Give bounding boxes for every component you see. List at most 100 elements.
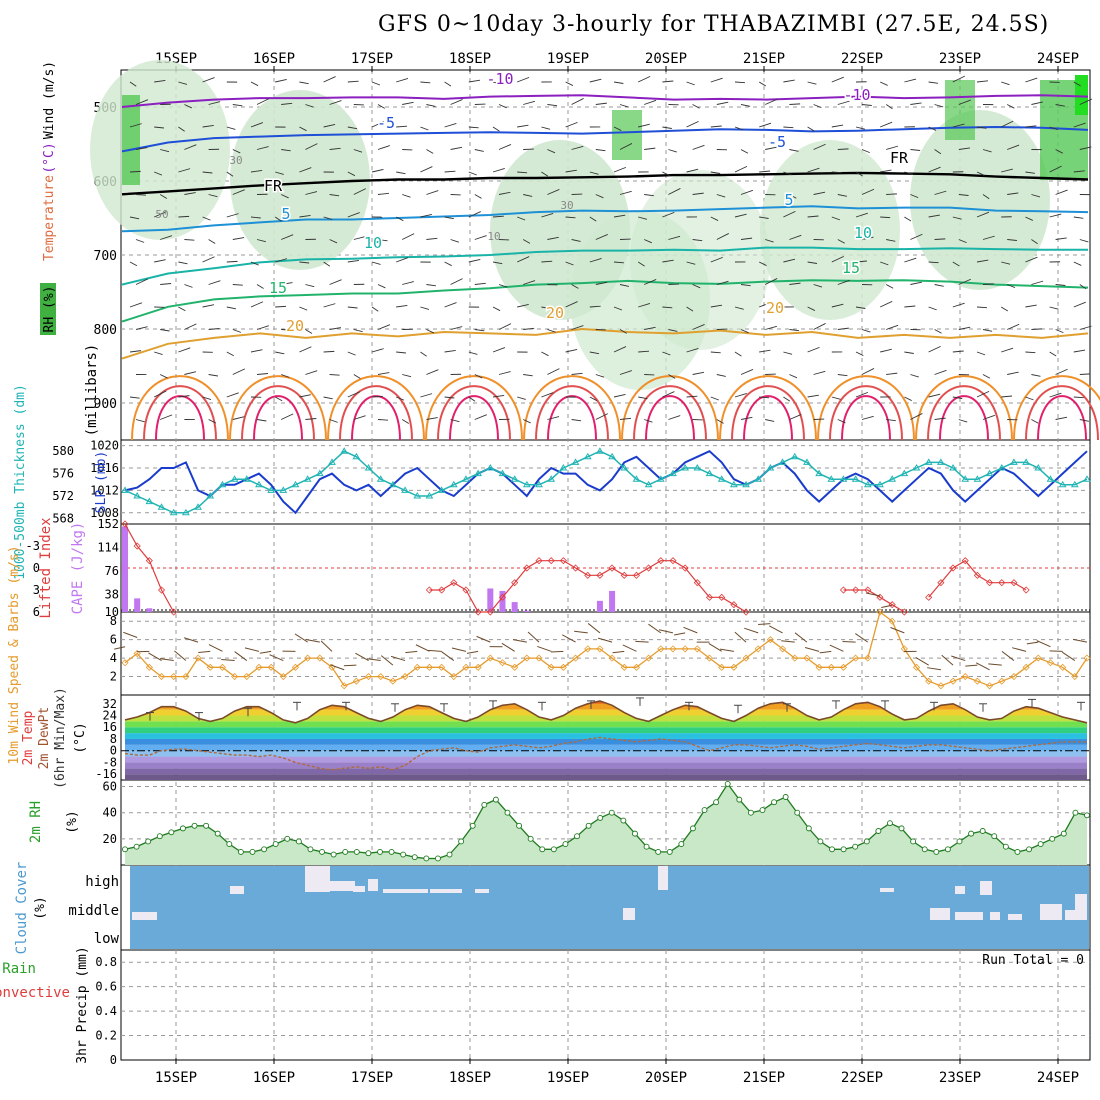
wind-barb: [129, 216, 140, 220]
wind-barb: [716, 280, 729, 285]
thickness-marker: [315, 469, 324, 477]
wind-barb: [323, 216, 333, 220]
wind-barb-10m: [890, 627, 905, 634]
wind-speed-marker: [145, 663, 153, 671]
rh-marker: [191, 822, 198, 829]
wind-barb: [377, 324, 391, 330]
wind-barb: [353, 374, 361, 379]
cloud-gap: [930, 908, 950, 920]
wind-barb: [716, 233, 730, 240]
thickness-marker: [973, 475, 982, 482]
wind-barb: [154, 79, 166, 83]
rh-marker: [608, 809, 615, 816]
wind-barb: [426, 190, 439, 195]
lifted-index-marker: [121, 520, 129, 528]
precip-total-label: Total / Rain: [0, 961, 36, 977]
wind-barb: [692, 371, 705, 375]
wind-barb: [910, 102, 922, 105]
wind-barb-10m: [658, 629, 674, 634]
wind-barb: [758, 81, 767, 87]
cloud-gap: [353, 886, 365, 892]
wind-barb-10m: [758, 623, 771, 626]
wind-barb-10m: [367, 658, 381, 662]
wind-speed-marker: [718, 663, 726, 671]
wind-barb: [517, 303, 529, 308]
wind-speed-marker: [632, 663, 641, 671]
wind-barb: [686, 395, 698, 398]
wind-barb: [783, 171, 792, 176]
wind-barb: [934, 417, 946, 420]
thickness-marker: [681, 464, 690, 471]
thickness-marker: [912, 464, 921, 471]
wind-barb: [952, 302, 965, 308]
wind-barb: [232, 149, 241, 154]
thickness-tick-label: 568: [52, 511, 74, 525]
wind-barb: [541, 260, 553, 263]
wind-speed-marker: [194, 654, 202, 662]
thickness-marker: [1058, 480, 1067, 488]
wind-barb: [783, 210, 796, 218]
thickness-marker: [559, 464, 568, 471]
wind-speed-marker: [133, 649, 141, 658]
wind-barb: [710, 77, 723, 83]
wind-barb: [855, 391, 869, 398]
surface-isotherm: [449, 395, 499, 441]
wind-barb: [256, 419, 267, 422]
wind-barb: [426, 417, 438, 420]
wind-barb: [402, 101, 414, 105]
cloud-units-label: (%): [33, 896, 48, 919]
cloud-gap: [955, 912, 983, 920]
contour-label-rh30b: 30: [560, 199, 573, 212]
wind-barb: [571, 145, 584, 150]
wind-barb: [668, 235, 681, 240]
surface-isotherm: [1013, 375, 1100, 441]
wind-barb: [232, 237, 245, 240]
wind-barb: [468, 351, 478, 355]
thickness-marker: [474, 469, 483, 477]
bottom-date-label: 24SEP: [1037, 1070, 1079, 1086]
rh-tick-label: 40: [103, 806, 117, 820]
wind-barb: [837, 327, 849, 330]
bottom-date-label: 15SEP: [155, 1070, 197, 1086]
lifted-index-marker: [450, 579, 458, 587]
isotherm-FR: [121, 171, 1089, 196]
wind-barb: [523, 419, 531, 424]
wind-barb: [129, 170, 141, 173]
wind-barb: [861, 329, 871, 333]
rh-marker: [910, 838, 917, 845]
wind-barb: [982, 374, 991, 379]
wind-barb: [1073, 396, 1084, 399]
wind-barb: [1025, 396, 1034, 401]
thickness-marker: [401, 486, 409, 493]
lifted-index-marker: [961, 557, 969, 565]
wind-barb: [402, 233, 415, 240]
wind-speed-marker: [961, 672, 969, 681]
wind-barb: [613, 126, 622, 131]
wind-barb: [861, 104, 872, 106]
wind-barb: [886, 419, 896, 422]
wind-barb: [232, 284, 243, 286]
contour-label-m10b: -10: [843, 86, 870, 104]
rh-marker: [388, 848, 395, 855]
wind-barb: [329, 327, 341, 330]
rh-marker: [991, 833, 998, 840]
wind-barb: [668, 329, 678, 332]
rh-marker: [307, 846, 314, 853]
rh-marker: [562, 841, 569, 848]
wind-barb: [329, 279, 342, 285]
wind-barb: [783, 351, 793, 355]
wind-barb: [1007, 239, 1017, 241]
wind-barb: [934, 190, 947, 195]
wind-barb: [305, 104, 314, 108]
wind-barb: [371, 121, 385, 128]
rh-marker: [689, 825, 696, 832]
wind-barb: [589, 305, 601, 308]
rh-marker: [1060, 830, 1067, 837]
thickness-tick-label: 572: [52, 489, 74, 503]
wind-barb: [468, 211, 481, 218]
wind-speed-marker: [608, 654, 616, 662]
wind-barb: [976, 211, 990, 218]
contour-label-p10b: 10: [854, 224, 872, 242]
top-date-label: 21SEP: [743, 51, 785, 67]
wind-barb: [880, 169, 892, 173]
